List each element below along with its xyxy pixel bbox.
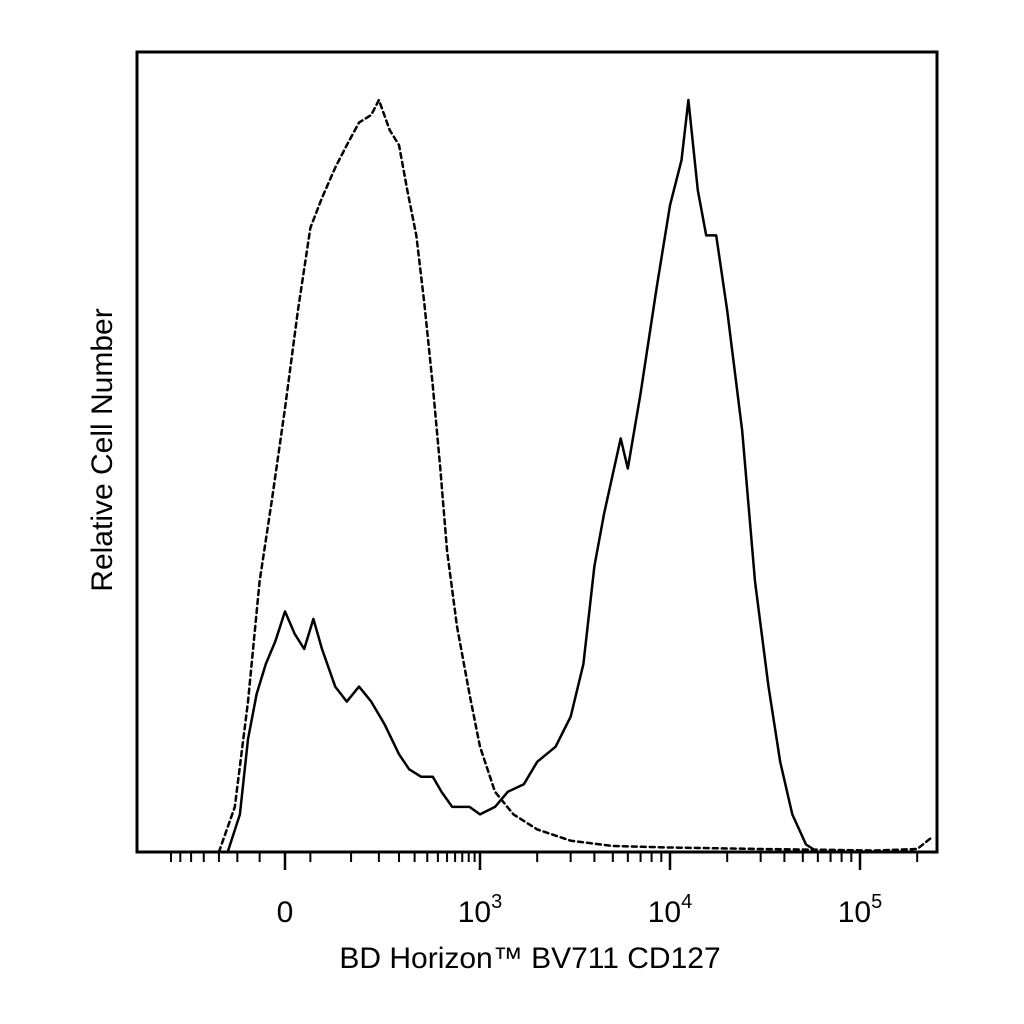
x-axis-title: BD Horizon™ BV711 CD127 xyxy=(339,942,720,975)
y-axis-title: Relative Cell Number xyxy=(86,308,119,591)
tick-labels: 0 103 104 105 xyxy=(277,891,883,929)
x-tick-label: 104 xyxy=(648,891,693,929)
x-tick-label: 105 xyxy=(838,891,883,929)
x-tick-label: 103 xyxy=(458,891,503,929)
plot-frame xyxy=(135,50,939,854)
minor-ticks xyxy=(169,852,919,862)
series-layer xyxy=(217,98,934,854)
x-tick-label: 0 xyxy=(277,896,294,929)
series-line-stained xyxy=(226,98,820,854)
major-ticks xyxy=(283,852,862,870)
series-line-control xyxy=(217,98,934,854)
